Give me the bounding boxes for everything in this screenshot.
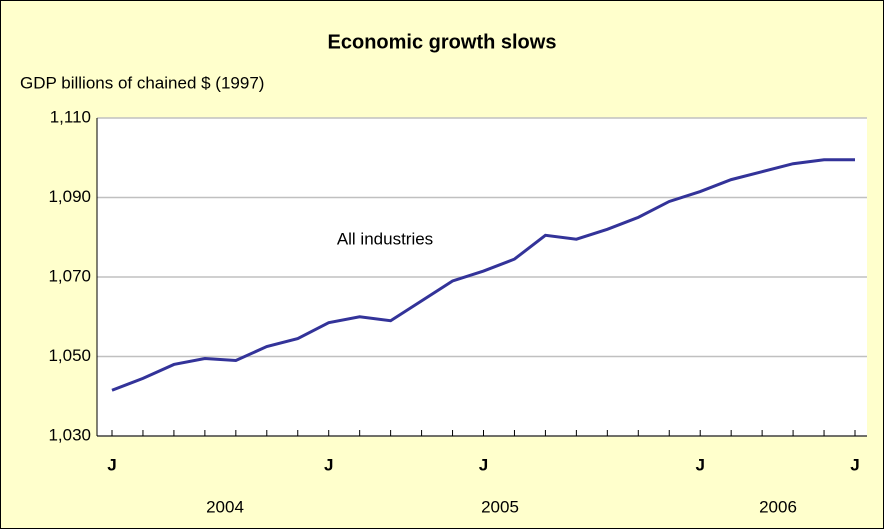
- x-tick-label: J: [324, 455, 333, 474]
- chart-title: Economic growth slows: [328, 31, 557, 53]
- x-tick-label: J: [695, 455, 704, 474]
- year-label: 2004: [206, 497, 244, 516]
- y-tick-label: 1,090: [48, 187, 91, 206]
- y-tick-label: 1,050: [48, 346, 91, 365]
- chart-subtitle: GDP billions of chained $ (1997): [20, 73, 264, 92]
- x-tick-label: J: [479, 455, 488, 474]
- y-tick-label: 1,030: [48, 425, 91, 444]
- y-tick-label: 1,070: [48, 266, 91, 285]
- data-line: [111, 158, 855, 392]
- year-label: 2005: [481, 497, 519, 516]
- series-label: All industries: [337, 229, 433, 248]
- x-tick-label: J: [107, 455, 116, 474]
- y-tick-label: 1,110: [50, 107, 91, 126]
- year-label: 2006: [759, 497, 797, 516]
- x-tick-label: J: [850, 455, 859, 474]
